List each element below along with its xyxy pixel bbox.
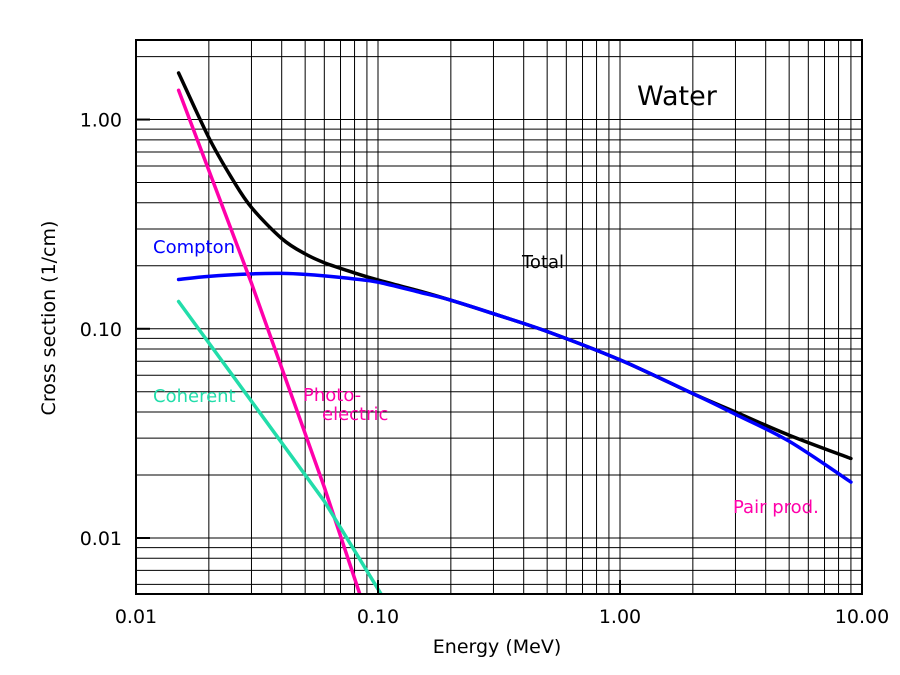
y-tick-label: 0.10 [80,319,122,341]
plot-frame [135,39,863,595]
series-compton-line [176,271,853,484]
annotation-photo: Photo- [303,385,361,406]
annotation-total: Total [521,252,564,273]
x-axis-title: Energy (MeV) [433,636,561,658]
y-axis-title: Cross section (1/cm) [38,221,60,416]
x-tick-label: 0.10 [357,606,399,628]
ticks: 0.01 0.10 1.00 10.00 0.01 0.10 1.00 [80,110,890,628]
series-layer [176,71,853,594]
y-tick-label: 0.01 [80,528,122,550]
annotation-coherent: Coherent [153,386,236,407]
annotation-pair-prod: Pair prod. [733,497,819,518]
y-tick-label: 1.00 [80,110,122,132]
x-tick-label: 10.00 [835,606,889,628]
series-coherent-line [176,299,384,594]
x-tick-label: 0.01 [115,606,157,628]
annotation-electric: electric [322,404,388,425]
grid [135,40,863,594]
annotation-compton: Compton [153,237,235,258]
x-tick-label: 1.00 [599,606,641,628]
series-photo-electric-line [176,88,362,594]
chart-title: Water [637,81,718,112]
